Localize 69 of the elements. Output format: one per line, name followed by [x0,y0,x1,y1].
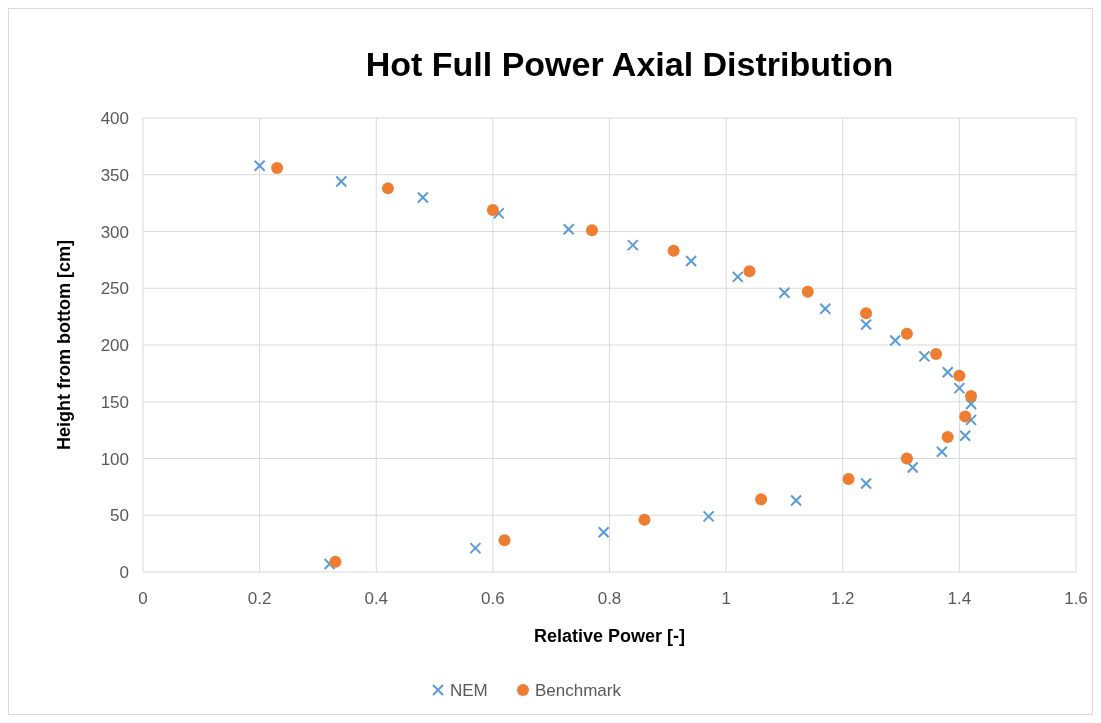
point [702,510,715,523]
point [253,159,266,172]
x-tick-label: 1.2 [830,589,855,608]
x-tick-label: 1.6 [1064,589,1088,608]
y-tick-label: 150 [100,392,129,412]
point [935,445,948,458]
x-axis-title: Relative Power [-] [533,626,686,646]
point [959,429,972,442]
y-tick-label: 100 [100,449,129,469]
point [626,239,639,252]
x-tick-label: 0.6 [481,589,505,608]
y-tick-label: 200 [100,336,129,355]
point [271,161,284,174]
point [930,348,943,361]
point [953,382,966,395]
point [965,398,978,411]
chart-title: Hot Full Power Axial Distribution [365,45,894,83]
point [900,452,913,465]
point [329,555,342,568]
point [638,513,651,526]
point [586,224,599,237]
y-axis-title: Height from bottom [cm] [54,240,74,450]
point [492,207,505,220]
y-tick-label: 50 [110,506,129,526]
x-tick-label: 0.2 [247,589,272,608]
x-tick-label: 0 [138,589,148,608]
point [498,534,511,547]
point [562,223,575,236]
point [953,369,966,382]
point [755,493,768,506]
x-tick-label: 0.4 [364,589,389,608]
y-tick-label: 350 [100,165,129,185]
point [906,461,919,474]
point [965,390,978,403]
point [486,203,499,216]
point [667,244,680,257]
point [860,477,873,490]
legend-label: NEM [450,681,488,700]
point [918,350,931,363]
point [941,430,954,443]
y-tick-label: 0 [119,563,129,582]
point [469,542,482,555]
point [731,270,744,283]
point [801,285,814,298]
point [381,182,394,195]
y-tick-label: 250 [100,279,129,299]
x-tick-label: 1.4 [947,589,972,608]
point [900,327,913,340]
x-tick-label: 0.8 [597,589,622,608]
point [778,286,791,299]
point [597,526,610,539]
point [416,191,429,204]
point [959,410,972,423]
point [335,175,348,188]
point [819,302,832,315]
point [860,307,873,320]
point [743,265,756,278]
point [685,255,698,268]
legend-label: Benchmark [535,681,622,700]
point [323,558,336,571]
point [889,334,902,347]
point [860,318,873,331]
y-tick-label: 300 [100,222,129,242]
point [941,366,954,379]
y-tick-label: 400 [100,109,129,128]
point [842,472,855,485]
point [965,413,978,426]
x-tick-label: 1 [721,589,731,608]
point [790,494,803,507]
